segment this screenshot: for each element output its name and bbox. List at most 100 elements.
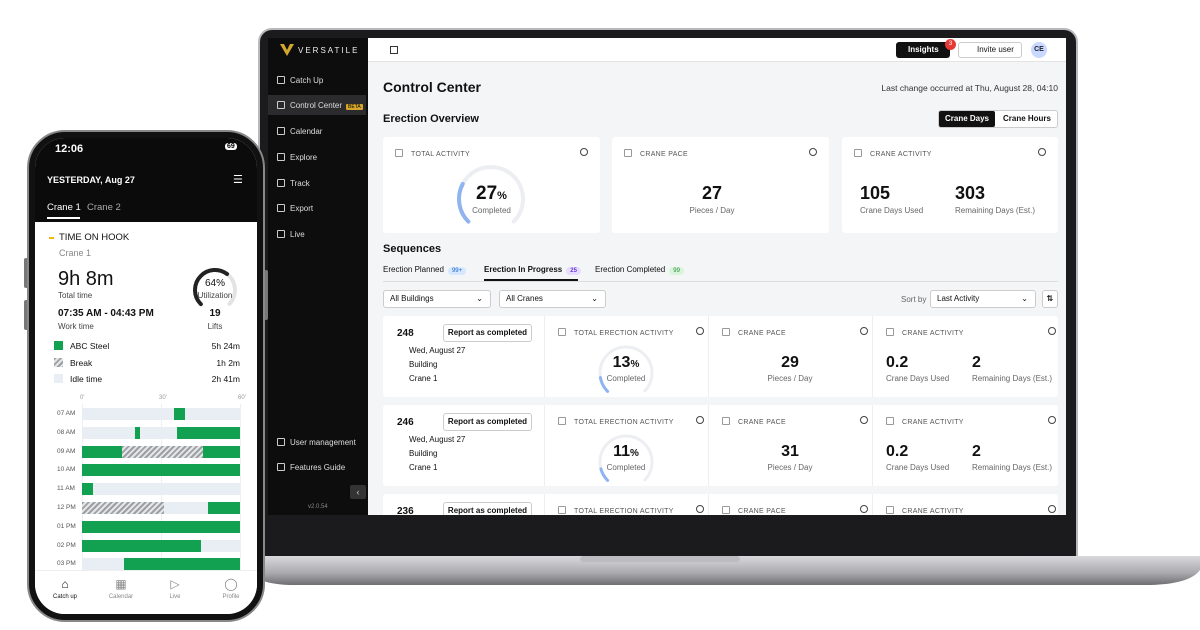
idle-bar: [82, 408, 240, 420]
sort-direction[interactable]: ⇅: [1042, 290, 1058, 308]
work-time: 07:35 AM - 04:43 PM: [58, 308, 154, 319]
legend-name: ABC Steel: [70, 341, 110, 351]
info-icon[interactable]: [580, 148, 588, 156]
crane: Crane 1: [59, 248, 92, 258]
gauge: [457, 165, 525, 233]
sequence-date: Wed, August 27: [409, 346, 466, 355]
invite-button[interactable]: Invite user: [958, 42, 1022, 58]
hour-label: 07 AM: [57, 410, 76, 417]
col-header: CRANE PACE: [722, 506, 786, 515]
timeline-tick: 30': [159, 395, 167, 401]
remaining: 2: [972, 443, 981, 460]
days-used: 0.2: [886, 443, 909, 460]
info-icon: [860, 327, 868, 335]
nav-item[interactable]: Features Guide: [277, 463, 345, 472]
nav-label[interactable]: Live: [169, 594, 181, 600]
nav-item[interactable]: User management: [277, 438, 356, 447]
date: YESTERDAY, Aug 27: [47, 175, 135, 185]
pace-value: 29: [781, 354, 799, 371]
nav-icon[interactable]: ▷: [170, 577, 180, 591]
filter[interactable]: All Buildings ⌄: [383, 290, 491, 308]
nav-icon[interactable]: ◯: [224, 577, 238, 591]
hour-label: 03 PM: [57, 560, 76, 568]
info-icon[interactable]: [809, 148, 817, 156]
col-header: TOTAL ERECTION ACTIVITY: [558, 417, 674, 426]
legend-swatch: [54, 341, 63, 350]
sequence-row: 248 Report as completed TOTAL ERECTION ACT…: [383, 316, 1058, 401]
info-icon[interactable]: [1038, 148, 1046, 156]
sequence-crane: Crane 1: [409, 374, 438, 383]
sort-select[interactable]: Last Activity ⌄: [930, 290, 1036, 308]
tab[interactable]: Crane 1: [47, 202, 81, 213]
last-change: Last change occurred at Thu, August 28, …: [881, 83, 1058, 93]
gauge-value: 27%: [383, 183, 600, 205]
sequence-id: 246: [397, 417, 414, 428]
nav-item[interactable]: Control Center BETA: [277, 101, 363, 110]
collapse-button[interactable]: ‹: [350, 485, 366, 499]
menu-icon[interactable]: ☰: [233, 174, 243, 186]
nav-item[interactable]: Catch Up: [277, 76, 323, 85]
hour-label: 08 AM: [57, 428, 76, 436]
days-used-label: Crane Days Used: [860, 206, 924, 215]
nav-icon[interactable]: ▦: [115, 577, 127, 591]
sequence-row: 236 Report as completed TOTAL ERECTION ACT…: [383, 494, 1058, 515]
toggle-option[interactable]: Crane Days: [939, 111, 995, 127]
info-icon: [1048, 327, 1056, 335]
hour-label: 02 PM: [57, 541, 76, 549]
nav-item[interactable]: Calendar: [277, 127, 322, 136]
filter[interactable]: All Cranes ⌄: [499, 290, 606, 308]
phone-screen: 12:06 69 YESTERDAY, Aug 27 ☰ Crane 1 Cra…: [35, 138, 257, 614]
menu-icon[interactable]: [390, 46, 398, 54]
nav-item[interactable]: Track: [277, 179, 310, 188]
card: CRANE PACE 27 Pieces / Day: [612, 137, 829, 233]
nav-item[interactable]: Explore: [277, 153, 317, 162]
report-button[interactable]: Report as completed: [443, 324, 532, 342]
col-header: CRANE ACTIVITY: [886, 506, 964, 515]
nav-label[interactable]: Profile: [222, 594, 240, 600]
pace-label: Pieces / Day: [689, 206, 735, 215]
report-button[interactable]: Report as completed: [443, 413, 532, 431]
battery: 69: [225, 143, 237, 150]
tab[interactable]: Crane 2: [87, 202, 121, 213]
break-segment: [121, 445, 204, 458]
days-used-label: Crane Days Used: [886, 374, 950, 383]
break-segment: [82, 502, 164, 514]
tab[interactable]: Erection Planned 99+: [383, 265, 467, 275]
legend-value: 1h 2m: [216, 357, 240, 368]
value: 27: [476, 183, 498, 204]
nav-icon[interactable]: ⌂: [61, 577, 69, 591]
pace-value: 27: [701, 183, 723, 203]
filter-text: All Buildings: [390, 294, 434, 303]
col-header: TOTAL ERECTION ACTIVITY: [558, 506, 674, 515]
col-header: CRANE PACE: [722, 417, 786, 426]
work-time-label: Work time: [58, 322, 94, 331]
tab-count: 99+: [447, 267, 467, 275]
sequence-building: Building: [409, 360, 438, 369]
tab-underline: [484, 279, 578, 281]
nav-label[interactable]: Calendar: [108, 594, 134, 600]
nav-item[interactable]: Live: [277, 230, 305, 239]
legend-swatch: [54, 374, 63, 383]
avatar[interactable]: CE: [1031, 42, 1047, 58]
pace-value: 31: [781, 443, 799, 460]
nav-label[interactable]: Catch up: [52, 594, 77, 600]
idle-bar: [82, 483, 240, 496]
total-time: 9h 8m: [58, 268, 114, 290]
insights-button[interactable]: Insights: [896, 42, 950, 58]
lifts-label: Lifts: [207, 322, 223, 331]
section-title: TIME ON HOOK: [59, 232, 130, 243]
tab[interactable]: Erection In Progress 25: [484, 265, 581, 275]
logo-mark: [280, 44, 294, 56]
col-header: CRANE PACE: [722, 328, 786, 337]
timeline-tick: 60': [238, 395, 246, 401]
nav-item[interactable]: Export: [277, 204, 313, 213]
divider: [708, 494, 709, 515]
tab[interactable]: Erection Completed 99: [595, 265, 684, 275]
sequences-title: Sequences: [383, 243, 442, 255]
utilization: 64%: [185, 278, 245, 289]
phone-button: [24, 258, 28, 288]
report-button[interactable]: Report as completed: [443, 502, 532, 515]
hour-label: 01 PM: [57, 522, 76, 530]
toggle-option[interactable]: Crane Hours: [1002, 114, 1051, 123]
